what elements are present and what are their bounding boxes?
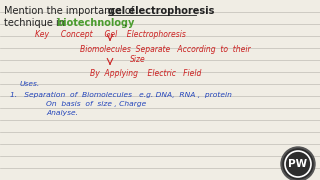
Text: Mention the importance of: Mention the importance of bbox=[4, 6, 137, 16]
Text: Biomolecules  Separate   According  to  their: Biomolecules Separate According to their bbox=[80, 45, 251, 54]
Text: PW: PW bbox=[288, 159, 308, 169]
Text: By  Applying    Electric   Field: By Applying Electric Field bbox=[90, 69, 201, 78]
Text: 1.   Separation  of  Biomolecules   e.g. DNA,  RNA ,  protein: 1. Separation of Biomolecules e.g. DNA, … bbox=[10, 92, 232, 98]
Text: biotechnology: biotechnology bbox=[56, 18, 134, 28]
Text: Uses.: Uses. bbox=[20, 81, 40, 87]
Text: Size: Size bbox=[130, 55, 146, 64]
Text: Key     Concept     Gel    Electrophoresis: Key Concept Gel Electrophoresis bbox=[35, 30, 186, 39]
Text: .: . bbox=[124, 18, 127, 28]
Text: technique in: technique in bbox=[4, 18, 68, 28]
Circle shape bbox=[281, 147, 315, 180]
Text: On  basis  of  size , Charge: On basis of size , Charge bbox=[46, 101, 146, 107]
Text: gel electrophoresis: gel electrophoresis bbox=[108, 6, 214, 16]
Text: Analyse.: Analyse. bbox=[46, 110, 78, 116]
Circle shape bbox=[283, 149, 313, 179]
